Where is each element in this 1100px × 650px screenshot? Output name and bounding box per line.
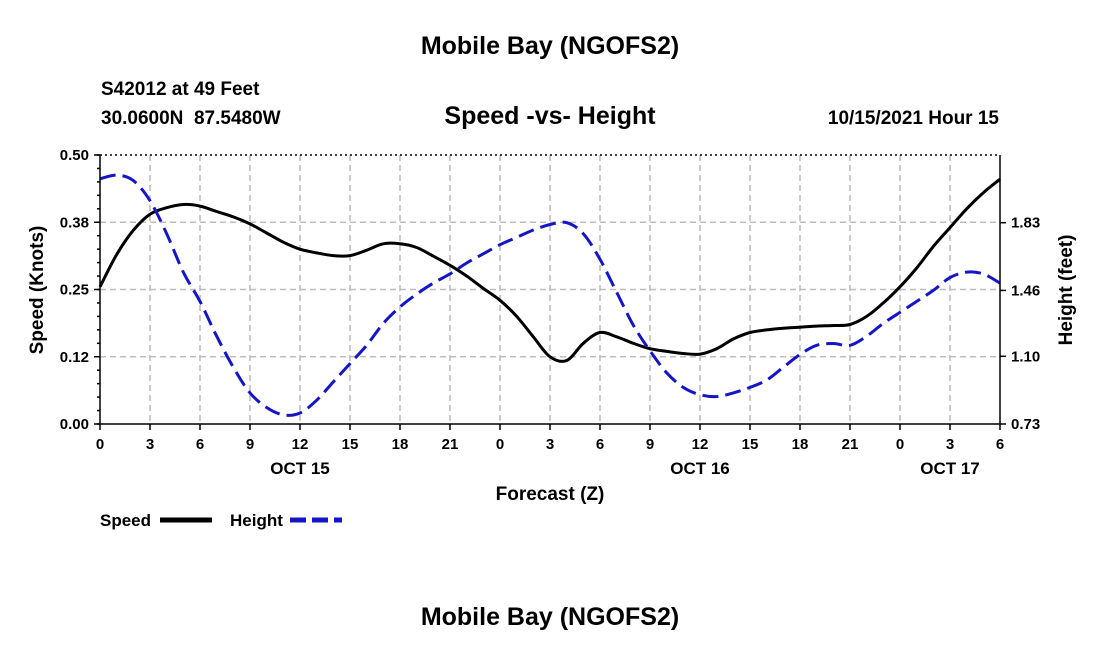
x-tick-label: 9 [246, 436, 254, 453]
station-label: S42012 at 49 Feet [101, 79, 260, 100]
y-left-tick-label: 0.00 [60, 416, 89, 433]
y-right-tick-label: 1.10 [1011, 348, 1040, 365]
x-tick-label: 0 [496, 436, 504, 453]
date-label: OCT 16 [670, 459, 730, 478]
x-tick-label: 0 [96, 436, 104, 453]
y-right-tick-label: 1.83 [1011, 215, 1040, 232]
y-left-tick-label: 0.25 [60, 282, 89, 299]
grid-lines [100, 155, 1000, 424]
x-tick-label: 21 [842, 436, 859, 453]
x-tick-label: 12 [692, 436, 709, 453]
y-right-tick-labels: 0.73 1.10 1.46 1.83 [1011, 215, 1040, 433]
x-tick-label: 3 [546, 436, 554, 453]
timestamp-label: 10/15/2021 Hour 15 [828, 108, 1000, 129]
x-tick-label: 15 [742, 436, 759, 453]
x-tick-label: 6 [196, 436, 204, 453]
x-tick-label: 0 [896, 436, 904, 453]
y-left-tick-label: 0.38 [60, 214, 89, 231]
legend-speed-label: Speed [100, 511, 151, 530]
legend: Speed Height [100, 511, 342, 530]
x-tick-label: 12 [292, 436, 309, 453]
repeat-chart-title: Mobile Bay (NGOFS2) [421, 603, 679, 631]
x-tick-label: 3 [146, 436, 154, 453]
x-tick-label: 3 [946, 436, 954, 453]
x-tick-label: 9 [646, 436, 654, 453]
x-tick-label: 15 [342, 436, 359, 453]
x-axis-label: Forecast (Z) [496, 484, 605, 505]
chart-subtitle: Speed -vs- Height [444, 102, 656, 130]
y-axis-left-label: Speed (Knots) [27, 226, 48, 355]
y-left-tick-labels: 0.00 0.12 0.25 0.38 0.50 [60, 147, 89, 433]
x-tick-label: 18 [792, 436, 809, 453]
x-tick-label: 6 [996, 436, 1004, 453]
series-speed-line [98, 178, 1001, 363]
date-labels: OCT 15 OCT 16 OCT 17 [270, 459, 980, 478]
y-axis-right-label: Height (feet) [1056, 235, 1077, 346]
x-tick-label: 18 [392, 436, 409, 453]
chart-title: Mobile Bay (NGOFS2) [421, 32, 679, 60]
y-left-tick-label: 0.50 [60, 147, 89, 164]
y-left-tick-label: 0.12 [60, 349, 89, 366]
y-right-tick-label: 1.46 [1011, 282, 1040, 299]
y-right-tick-label: 0.73 [1011, 416, 1040, 433]
date-label: OCT 17 [920, 459, 980, 478]
legend-height-label: Height [230, 511, 283, 530]
x-tick-label: 6 [596, 436, 604, 453]
x-tick-labels: 0 3 6 9 12 15 18 21 0 3 6 9 12 15 18 21 0 3 6 [96, 436, 1004, 453]
axes [94, 154, 1006, 430]
series-lines [98, 173, 1001, 417]
coordinates-label: 30.0600N 87.5480W [101, 108, 281, 129]
date-label: OCT 15 [270, 459, 330, 478]
series-height-line [99, 173, 1001, 417]
x-tick-label: 21 [442, 436, 459, 453]
